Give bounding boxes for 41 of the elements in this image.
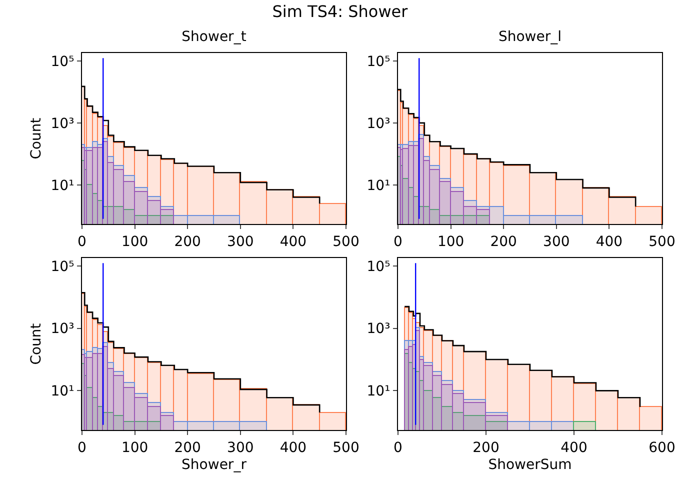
x-tick-label: 0 [78,234,86,250]
y-axis-title: Count [28,322,44,365]
x-tick-label: 200 [174,234,201,250]
y-tick-label: 10³ [366,116,390,132]
x-tick-label: 0 [394,440,402,456]
y-tick-label: 10⁵ [50,54,74,70]
x-tick-label: 300 [227,234,254,250]
x-tick-label: 400 [596,234,623,250]
x-tick-label: 0 [78,440,86,456]
x-tick-label: 100 [437,234,464,250]
y-tick-label: 10³ [366,321,390,338]
y-tick-label: 10⁵ [50,258,74,275]
y-tick-label: 10³ [50,116,74,132]
y-tick-label: 10¹ [366,384,390,400]
x-tick-label: 200 [174,440,201,456]
x-tick-label: 400 [560,440,588,456]
x-tick-label: 500 [332,440,360,456]
y-tick-label: 10¹ [50,384,74,400]
x-tick-label: 400 [280,440,307,456]
x-tick-label: 200 [472,440,500,456]
x-tick-label: 300 [227,440,254,456]
chart-title: Shower_l [498,28,562,45]
x-axis-title: Shower_r [182,457,247,474]
x-tick-label: 400 [280,234,307,250]
x-tick-label: 100 [121,234,148,250]
x-axis-title: ShowerSum [488,457,572,474]
y-tick-label: 10³ [50,321,74,338]
x-tick-label: 500 [332,234,360,250]
text: Sim TS4: Shower [271,2,409,21]
x-tick-label: 0 [394,234,402,250]
x-tick-label: 200 [490,234,517,250]
x-tick-label: 300 [543,234,570,250]
chart-title: Shower_t [182,28,247,45]
x-tick-label: 100 [121,440,148,456]
y-tick-label: 10¹ [366,178,390,194]
y-tick-label: 10⁵ [366,258,390,275]
y-axis-title: Count [28,117,44,160]
x-tick-label: 600 [648,440,676,456]
y-tick-label: 10⁵ [366,54,390,70]
y-tick-label: 10¹ [50,178,74,194]
x-tick-label: 500 [648,234,676,250]
